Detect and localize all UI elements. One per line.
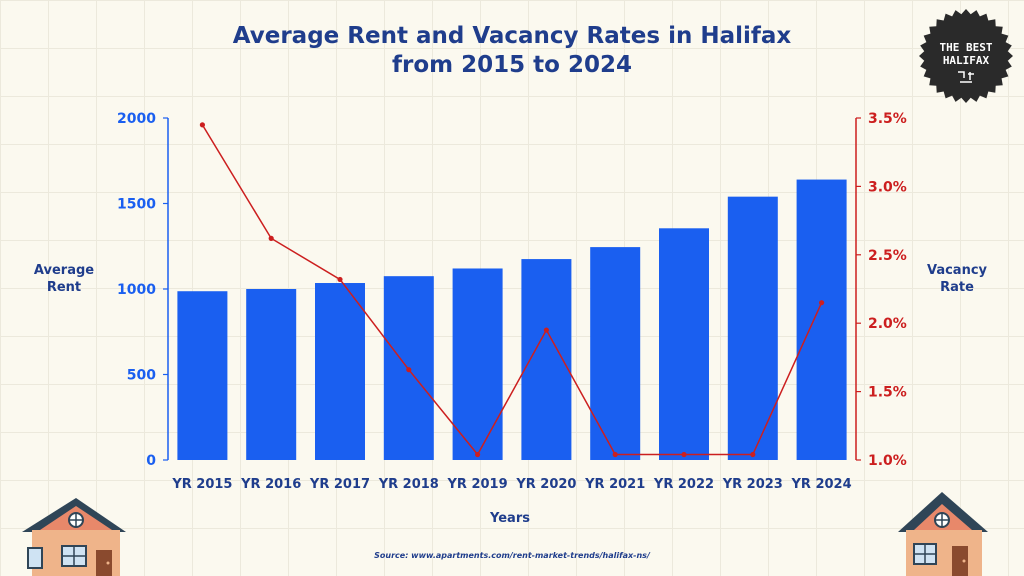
y-tick-label-right: 3.0% [868, 179, 907, 195]
x-tick-label: YR 2016 [240, 477, 301, 492]
bar-yr-2022 [659, 228, 709, 460]
vacancy-point-1 [268, 235, 274, 241]
bar-yr-2015 [177, 291, 228, 460]
x-tick-label: YR 2021 [584, 477, 645, 492]
bar-yr-2017 [315, 283, 365, 460]
vacancy-point-3 [406, 367, 412, 373]
x-axis-label: Years [490, 511, 530, 526]
vacancy-point-4 [475, 451, 481, 458]
badge-line-2: HALIFAX [943, 54, 990, 67]
vacancy-point-6 [612, 451, 618, 458]
x-tick-label: YR 2020 [515, 477, 576, 492]
badge-line-1: THE BEST [940, 41, 993, 54]
y-tick-label-left: 1500 [117, 197, 156, 213]
vacancy-point-9 [819, 300, 825, 306]
bar-yr-2016 [246, 289, 297, 460]
x-tick-label: YR 2023 [722, 477, 783, 492]
x-tick-label: YR 2022 [653, 477, 714, 492]
y-tick-label-left: 0 [146, 453, 156, 469]
house-icon-left [22, 498, 126, 576]
y-tick-label-left: 500 [127, 368, 156, 384]
vacancy-point-0 [199, 122, 205, 128]
y-tick-label-right: 2.0% [868, 316, 907, 332]
vacancy-point-2 [337, 276, 343, 283]
y-tick-label-right: 1.5% [868, 385, 907, 401]
y-axis-label-right: Vacancy Rate [926, 263, 988, 295]
vacancy-point-5 [543, 327, 550, 333]
vacancy-point-8 [750, 451, 756, 458]
house-icon-right [898, 492, 988, 576]
x-tick-label: YR 2017 [309, 477, 370, 492]
y-tick-label-right: 3.5% [868, 111, 907, 127]
x-tick-label: YR 2018 [378, 477, 439, 492]
y-tick-label-right: 1.0% [868, 453, 907, 469]
bar-yr-2023 [727, 196, 778, 460]
x-tick-label: YR 2019 [447, 477, 508, 492]
bar-yr-2020 [521, 259, 572, 460]
vacancy-point-7 [681, 451, 687, 458]
bar-yr-2021 [590, 247, 641, 460]
source-note: Source: www.apartments.com/rent-market-t… [374, 551, 650, 560]
y-tick-label-left: 1000 [117, 282, 156, 298]
x-tick-label: YR 2015 [171, 477, 232, 492]
bar-yr-2019 [452, 268, 503, 460]
the-best-halifax-badge: THE BEST HALIFAX [919, 9, 1013, 103]
chart-title: Average Rent and Vacancy Rates in Halifa… [232, 23, 792, 78]
x-tick-label: YR 2024 [791, 477, 852, 492]
y-tick-label-left: 2000 [117, 111, 156, 127]
vacancy-rate-line [201, 124, 823, 456]
bar-yr-2024 [796, 179, 847, 460]
y-axis-label-left: Average Rent [33, 263, 95, 295]
y-tick-label-right: 2.5% [868, 248, 907, 264]
